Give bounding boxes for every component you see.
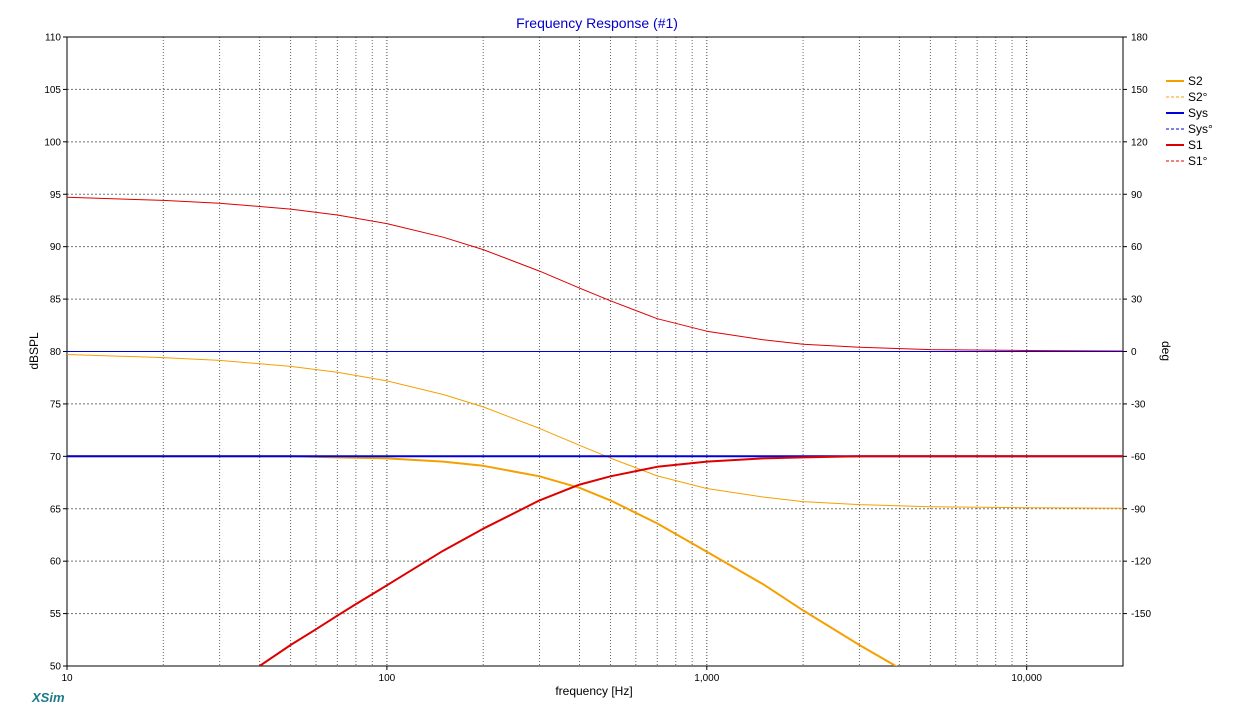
series-layer <box>67 196 1123 666</box>
y-axis-label: dBSPL <box>27 332 41 370</box>
y-tick-label: 55 <box>50 609 62 620</box>
y-tick-label: 50 <box>50 662 62 673</box>
y2-tick-label: -30 <box>1131 399 1146 410</box>
y2-tick-label: 180 <box>1131 33 1148 44</box>
y2-tick-label: -90 <box>1131 504 1146 515</box>
y-tick-label: 100 <box>44 137 61 148</box>
y-tick-label: 60 <box>50 557 62 568</box>
x-tick-label: 10,000 <box>1011 673 1042 684</box>
legend-label-s2: S2 <box>1188 74 1203 88</box>
y-tick-label: 105 <box>44 85 61 96</box>
y-axis-ticks: 110 105 100 95 90 85 80 75 70 65 60 55 50 <box>44 33 67 673</box>
y-tick-label: 70 <box>50 452 62 463</box>
y-tick-label: 90 <box>50 242 62 253</box>
x-axis-label: frequency [Hz] <box>555 684 632 698</box>
series-s1-phase-line <box>67 196 1123 352</box>
y2-tick-label: 150 <box>1131 85 1148 96</box>
series-s2-phase-line <box>67 354 1123 509</box>
series-s1-line <box>259 455 1123 666</box>
y2-tick-label: 120 <box>1131 137 1148 148</box>
y-tick-label: 85 <box>50 295 62 306</box>
legend-label-s1-phase: S1° <box>1188 154 1208 168</box>
legend-label-sys: Sys <box>1188 106 1208 120</box>
legend-label-s2-phase: S2° <box>1188 90 1208 104</box>
y2-tick-label: -150 <box>1131 609 1151 620</box>
y2-tick-label: 90 <box>1131 190 1143 201</box>
y-tick-label: 80 <box>50 347 62 358</box>
y-tick-label: 75 <box>50 399 62 410</box>
x-axis-ticks: 10 100 1,000 10,000 <box>61 666 1042 684</box>
y2-tick-label: 60 <box>1131 242 1143 253</box>
chart-title: Frequency Response (#1) <box>516 15 678 31</box>
y-tick-label: 95 <box>50 190 62 201</box>
x-tick-label: 10 <box>61 673 73 684</box>
y2-axis-ticks: 180 150 120 90 60 30 0 -30 -60 -90 -120 -150 <box>1123 33 1151 620</box>
y2-tick-label: 30 <box>1131 295 1143 306</box>
y2-tick-label: -120 <box>1131 557 1151 568</box>
legend-label-s1: S1 <box>1188 138 1203 152</box>
y-tick-label: 65 <box>50 504 62 515</box>
y2-tick-label: -60 <box>1131 452 1146 463</box>
y-tick-label: 110 <box>45 33 61 44</box>
legend-label-sys-phase: Sys° <box>1188 122 1213 136</box>
brand-logo: XSim <box>31 690 65 705</box>
legend: S2 S2° Sys Sys° S1 S1° <box>1166 74 1213 168</box>
y2-axis-label: deg <box>1159 341 1173 361</box>
y2-tick-label: 0 <box>1131 347 1137 358</box>
x-tick-label: 1,000 <box>694 673 719 684</box>
x-tick-label: 100 <box>379 673 396 684</box>
